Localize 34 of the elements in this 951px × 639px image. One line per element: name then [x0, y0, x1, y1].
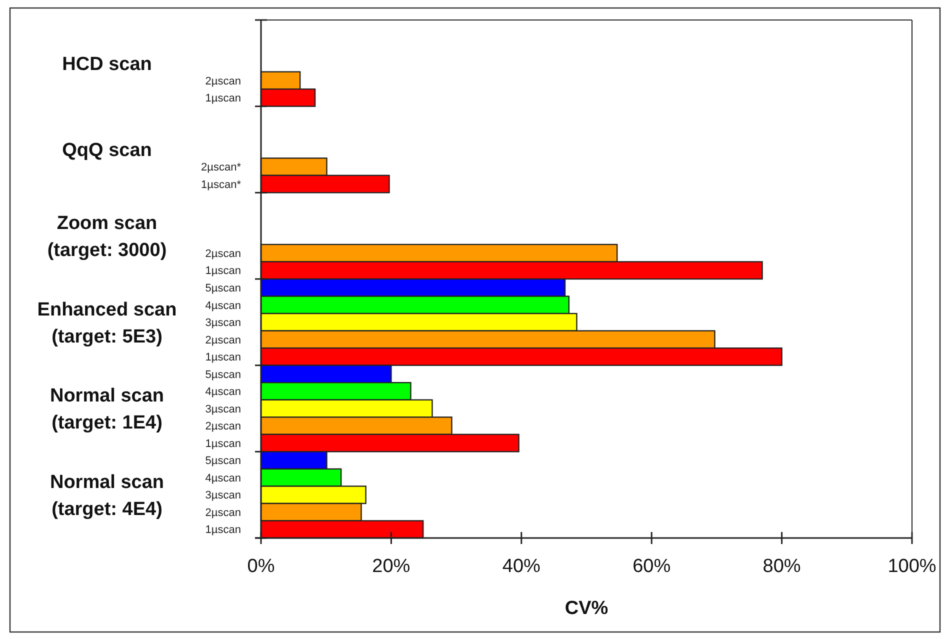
text: Normal scan (target: 4E4): [50, 472, 164, 520]
y-tick-label: 1µscan: [205, 438, 241, 450]
y-tick-label: 4µscan: [205, 386, 241, 398]
y-tick-label: 2µscan*: [201, 162, 242, 174]
y-tick-label: 5µscan: [205, 455, 241, 468]
y-tick-label: 4µscan: [205, 472, 241, 484]
x-tick-label: 100%: [888, 556, 936, 577]
y-tick-label: 2µscan: [205, 420, 241, 433]
x-tick-label: 80%: [762, 556, 801, 577]
y-tick-label: 3µscan: [205, 317, 241, 330]
y-tick-label: 3µscan: [205, 403, 241, 416]
x-tick-label: 0%: [247, 556, 275, 577]
text: Zoom scan (target: 3000): [47, 212, 167, 261]
y-tick-label: 1µscan: [205, 352, 241, 364]
text: Enhanced scan (target: 5E3): [37, 299, 177, 348]
y-tick-label: 2µscan: [205, 75, 241, 88]
x-tick-label: 40%: [502, 556, 541, 577]
y-tick-label: 2µscan: [205, 334, 241, 346]
y-tick-label: 5µscan: [205, 368, 241, 381]
y-tick-label: 1µscan: [205, 524, 241, 536]
y-tick-label: 2µscan: [205, 506, 241, 519]
x-tick-label: 60%: [632, 556, 671, 577]
y-tick-label: 2µscan: [205, 248, 241, 260]
y-tick-label: 3µscan: [205, 490, 241, 502]
text: QqQ scan: [62, 140, 152, 162]
y-tick-label: 1µscan: [205, 265, 241, 278]
y-tick-label: 1µscan*: [201, 178, 242, 191]
y-tick-label: 1µscan: [205, 92, 241, 105]
x-axis-title: CV%: [564, 598, 608, 619]
text: Normal scan (target: 1E4): [50, 386, 164, 434]
x-tick-label: 20%: [372, 556, 410, 577]
text: HCD scan: [62, 54, 152, 75]
y-tick-label: 4µscan: [205, 300, 241, 312]
y-tick-label: 5µscan: [205, 282, 241, 294]
